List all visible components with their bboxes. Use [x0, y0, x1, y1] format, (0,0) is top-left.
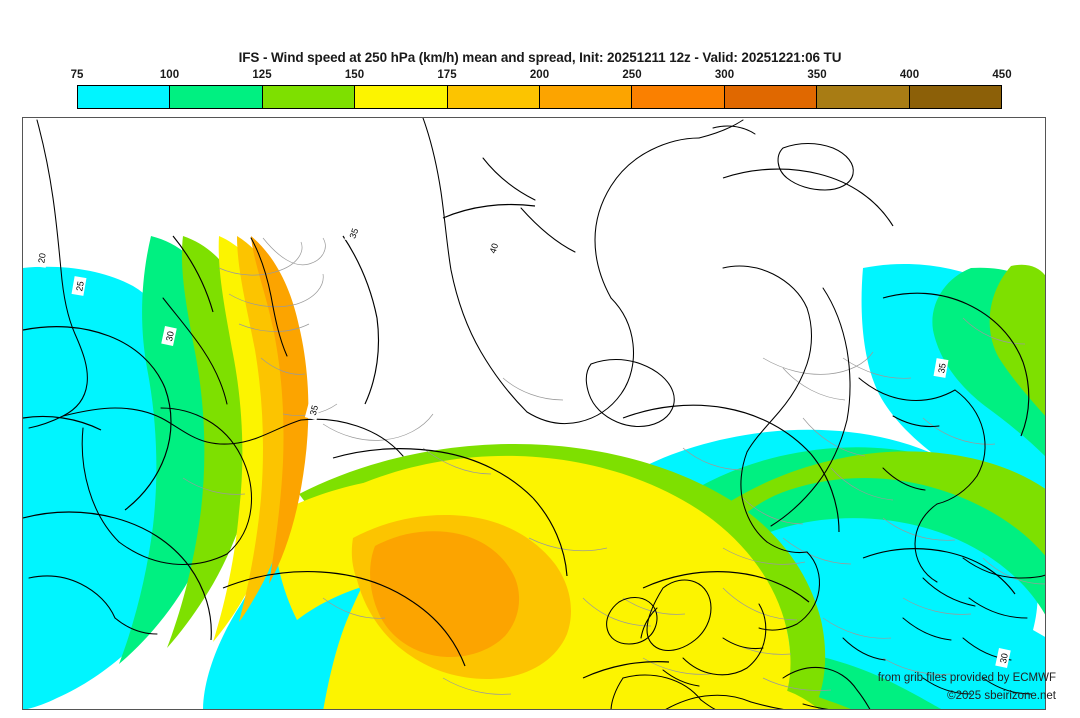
colorbar-segment-175-200 [447, 86, 541, 108]
colorbar-tick-125: 125 [252, 69, 272, 81]
map-panel[interactable]: 20 25 30 35 [22, 117, 1046, 710]
attribution-copyright: ©2025 sbeirizone.net [947, 690, 1056, 702]
colorbar-tick-100: 100 [159, 69, 180, 81]
svg-text:35: 35 [936, 362, 948, 374]
svg-text:25: 25 [74, 280, 86, 292]
colorbar-segment-300-350 [724, 86, 818, 108]
map-canvas: 20 25 30 35 [23, 118, 1045, 709]
contour-labels: 20 25 30 35 [33, 222, 1011, 669]
svg-text:30: 30 [998, 652, 1010, 664]
colorbar-tick-150: 150 [344, 69, 365, 81]
spread-contour-layer [23, 168, 1030, 679]
colorbar-tick-350: 350 [807, 69, 827, 81]
svg-text:35: 35 [348, 227, 361, 240]
colorbar-segment-400-450 [909, 86, 1002, 108]
colorbar-segment-200-250 [540, 86, 633, 108]
colorbar [77, 85, 1002, 109]
colorbar-strip [77, 85, 1002, 109]
colorbar-tick-450: 450 [992, 69, 1012, 81]
colorbar-tick-300: 300 [714, 69, 735, 81]
colorbar-tick-labels: 75 100 125 150 175 200 250 300 350 400 450 [71, 69, 1012, 84]
svg-text:30: 30 [164, 330, 176, 342]
colorbar-tick-75: 75 [70, 69, 84, 81]
svg-text:40: 40 [488, 242, 501, 255]
fill-band-125-150-ne2 [989, 264, 1045, 416]
coastline-layer [28, 118, 1045, 709]
svg-text:35: 35 [308, 404, 320, 416]
colorbar-segment-75-100 [78, 86, 171, 108]
colorbar-segment-125-150 [262, 86, 356, 108]
fill-band-200-250 [251, 236, 309, 584]
attribution-source: from grib files provided by ECMWF [877, 672, 1056, 684]
chart-title: IFS - Wind speed at 250 hPa (km/h) mean … [238, 50, 842, 65]
svg-text:20: 20 [36, 252, 47, 263]
fill-band-125-150-north [723, 451, 1045, 556]
colorbar-tick-175: 175 [437, 69, 457, 81]
colorbar-segment-350-400 [817, 86, 910, 108]
colorbar-tick-400: 400 [899, 69, 920, 81]
fill-band-200-250-hot [370, 531, 520, 658]
colorbar-tick-200: 200 [529, 69, 550, 81]
colorbar-segment-100-125 [170, 86, 263, 108]
colorbar-segment-250-300 [632, 86, 725, 108]
colorbar-segment-150-175 [355, 86, 448, 108]
colorbar-tick-250: 250 [622, 69, 642, 81]
